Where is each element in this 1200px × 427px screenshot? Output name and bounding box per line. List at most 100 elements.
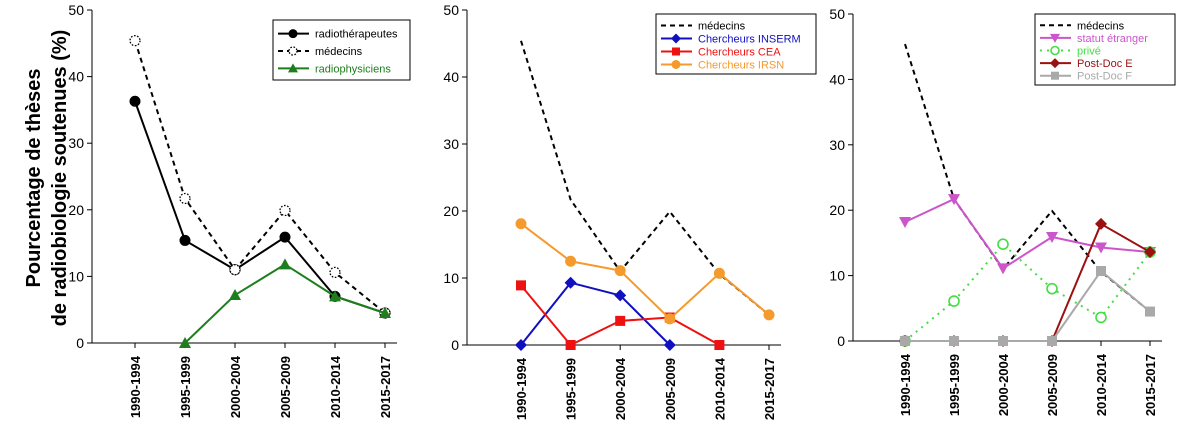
legend-marker-prive [1050, 45, 1060, 56]
series-post-doc-f [900, 266, 1155, 346]
x-tick-label: 2005-2009 [663, 358, 678, 420]
series-line-medecins [520, 40, 770, 316]
x-tick-label: 1995-1999 [564, 358, 579, 420]
data-point-prive [948, 295, 960, 307]
series-post-doc-e [899, 217, 1156, 347]
x-tick-label: 2015-2017 [378, 356, 393, 418]
legend-marker-chercheurs-cea [672, 47, 680, 56]
data-point-chercheurs-irsn [515, 218, 527, 230]
y-tick-label: 20 [443, 203, 459, 219]
data-point-chercheurs-irsn [713, 267, 725, 279]
y-tick-label: 40 [443, 69, 459, 85]
series-line-prive [904, 243, 1151, 342]
legend-label-radiotherapeutes: radiothérapeutes [315, 29, 398, 41]
x-tick-label: 2010-2014 [328, 355, 343, 418]
chart-panel-status: 0 10 20 30 40 50 1990-1994 1995-1999 2000-2004 20… [829, 6, 1176, 416]
legend-marker-radiophysiciens [288, 63, 298, 73]
data-point-radiophysiciens [229, 289, 241, 301]
legend-label-medecins: médecins [698, 21, 746, 33]
data-point-radiotherapeutes [279, 231, 291, 243]
data-point-post-doc-f [1047, 336, 1057, 346]
x-tick-label: 2005-2009 [1045, 354, 1060, 416]
x-tick-label: 2010-2014 [1094, 353, 1109, 416]
data-point-chercheurs-inserm [614, 289, 627, 302]
series-radiophysiciens [179, 258, 391, 348]
y-tick-label: 30 [443, 136, 459, 152]
data-point-chercheurs-inserm [663, 339, 676, 351]
data-point-chercheurs-irsn [614, 265, 626, 277]
series-line-chercheurs-irsn [520, 222, 770, 320]
data-point-medecins [279, 204, 291, 217]
legend-label-radiophysiciens: radiophysiciens [315, 63, 391, 75]
data-point-statut-etranger [948, 194, 960, 206]
data-point-chercheurs-irsn [763, 309, 775, 321]
y-tick-label: 10 [68, 268, 84, 284]
legend-marker-chercheurs-irsn [671, 60, 681, 69]
data-point-chercheurs-irsn [565, 255, 577, 267]
series-medecins [129, 34, 391, 319]
y-tick-label: 40 [68, 69, 84, 85]
data-point-radiotherapeutes [129, 95, 141, 107]
y-tick-label: 0 [837, 333, 845, 349]
x-tick-label: 1995-1999 [178, 356, 193, 418]
x-tick-label: 1995-1999 [947, 354, 962, 416]
legend-marker-post-doc-e [1050, 58, 1060, 69]
data-point-medecins [129, 34, 141, 47]
x-tick-label: 2015-2017 [1143, 354, 1158, 416]
data-point-chercheurs-cea [565, 340, 576, 350]
series-line-post-doc-f [905, 270, 1151, 342]
data-point-radiophysiciens [279, 258, 291, 270]
data-point-chercheurs-inserm [564, 276, 577, 289]
data-point-statut-etranger [1046, 232, 1058, 244]
y-axis-title: Pourcentage de thèses de radiobiologie s… [23, 30, 71, 327]
y-tick-label: 10 [829, 268, 845, 284]
data-point-statut-etranger [899, 216, 911, 228]
y-tick-label: 50 [443, 2, 459, 18]
series-chercheurs-inserm [515, 276, 676, 351]
y-tick-label: 20 [829, 202, 845, 218]
x-tick-label: 1990-1994 [128, 355, 143, 418]
data-point-medecins [179, 192, 191, 205]
y-axis-title-line1: Pourcentage de thèses [23, 69, 45, 288]
data-point-post-doc-f [900, 336, 910, 346]
data-point-post-doc-f [1145, 306, 1155, 317]
series-line-statut-etranger [904, 198, 1151, 270]
y-axis-title-line2: de radiobiologie soutenues (%) [49, 30, 71, 327]
data-point-medecins [229, 264, 241, 276]
x-tick-label: 2000-2004 [996, 353, 1011, 416]
y-tick-label: 40 [829, 71, 845, 87]
data-point-medecins [329, 266, 341, 279]
legend-label-medecins: médecins [1077, 20, 1125, 32]
legend-label-post-doc-f: Post-Doc F [1077, 71, 1132, 83]
x-tick-label: 2015-2017 [762, 358, 777, 420]
y-tick-label: 0 [76, 335, 84, 351]
legend-label-prive: privé [1077, 46, 1101, 58]
data-point-chercheurs-cea [516, 280, 526, 291]
data-point-post-doc-f [949, 336, 959, 346]
x-tick-label: 1990-1994 [514, 357, 529, 420]
series-line-medecins [904, 43, 1151, 313]
x-tick-label: 2000-2004 [613, 357, 628, 420]
series-prive [899, 238, 1156, 347]
legend-label-medecins: médecins [315, 46, 363, 58]
chart-panel-researchers: 0 10 20 30 40 50 1990-1994 1995-1999 2000-2004 20… [443, 2, 817, 420]
x-tick-label: 1990-1994 [898, 353, 913, 416]
x-tick-label: 2005-2009 [278, 356, 293, 418]
data-point-post-doc-f [998, 336, 1008, 346]
data-point-radiophysiciens [329, 290, 341, 302]
y-tick-label: 20 [68, 202, 84, 218]
chart-panel-radiotherapists: 0 10 20 30 40 50 1990-1994 1995-1999 2000-2004 20… [68, 2, 411, 418]
data-point-post-doc-f [1096, 266, 1106, 277]
legend-label-chercheurs-irsn: Chercheurs IRSN [698, 60, 784, 72]
y-tick-label: 10 [443, 270, 459, 286]
series-line-chercheurs-inserm [520, 281, 671, 346]
data-point-statut-etranger [997, 263, 1009, 275]
data-point-statut-etranger [1095, 242, 1107, 254]
series-medecins [904, 43, 1151, 313]
y-tick-label: 0 [451, 337, 459, 353]
data-point-chercheurs-inserm [515, 339, 527, 351]
series-chercheurs-irsn [515, 218, 775, 325]
y-tick-label: 50 [829, 6, 845, 22]
data-point-chercheurs-cea [714, 340, 725, 350]
series-medecins [520, 40, 770, 316]
